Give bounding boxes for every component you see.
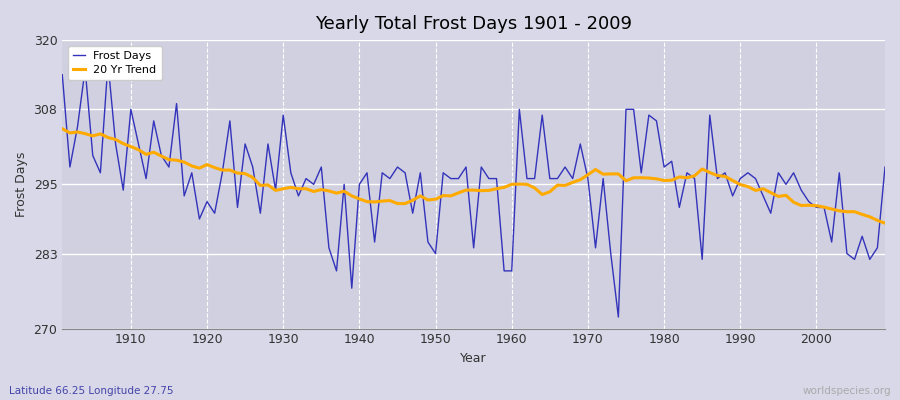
Text: worldspecies.org: worldspecies.org <box>803 386 891 396</box>
20 Yr Trend <box>118 141 129 146</box>
20 Yr Trend <box>285 185 296 190</box>
20 Yr Trend <box>57 126 68 131</box>
X-axis label: Year: Year <box>460 352 487 365</box>
Title: Yearly Total Frost Days 1901 - 2009: Yearly Total Frost Days 1901 - 2009 <box>315 15 632 33</box>
20 Yr Trend <box>598 172 608 176</box>
Frost Days <box>103 61 113 66</box>
Text: Latitude 66.25 Longitude 27.75: Latitude 66.25 Longitude 27.75 <box>9 386 174 396</box>
20 Yr Trend <box>499 185 509 190</box>
Frost Days <box>879 165 890 170</box>
Legend: Frost Days, 20 Yr Trend: Frost Days, 20 Yr Trend <box>68 46 162 80</box>
Line: Frost Days: Frost Days <box>62 63 885 317</box>
Y-axis label: Frost Days: Frost Days <box>15 152 28 217</box>
Frost Days <box>338 182 349 187</box>
Frost Days <box>125 107 136 112</box>
Frost Days <box>507 268 517 273</box>
Frost Days <box>57 72 68 77</box>
Line: 20 Yr Trend: 20 Yr Trend <box>62 129 885 223</box>
Frost Days <box>606 251 616 256</box>
20 Yr Trend <box>879 221 890 226</box>
Frost Days <box>613 315 624 320</box>
Frost Days <box>514 107 525 112</box>
Frost Days <box>293 194 304 198</box>
20 Yr Trend <box>507 182 517 187</box>
20 Yr Trend <box>331 191 342 196</box>
